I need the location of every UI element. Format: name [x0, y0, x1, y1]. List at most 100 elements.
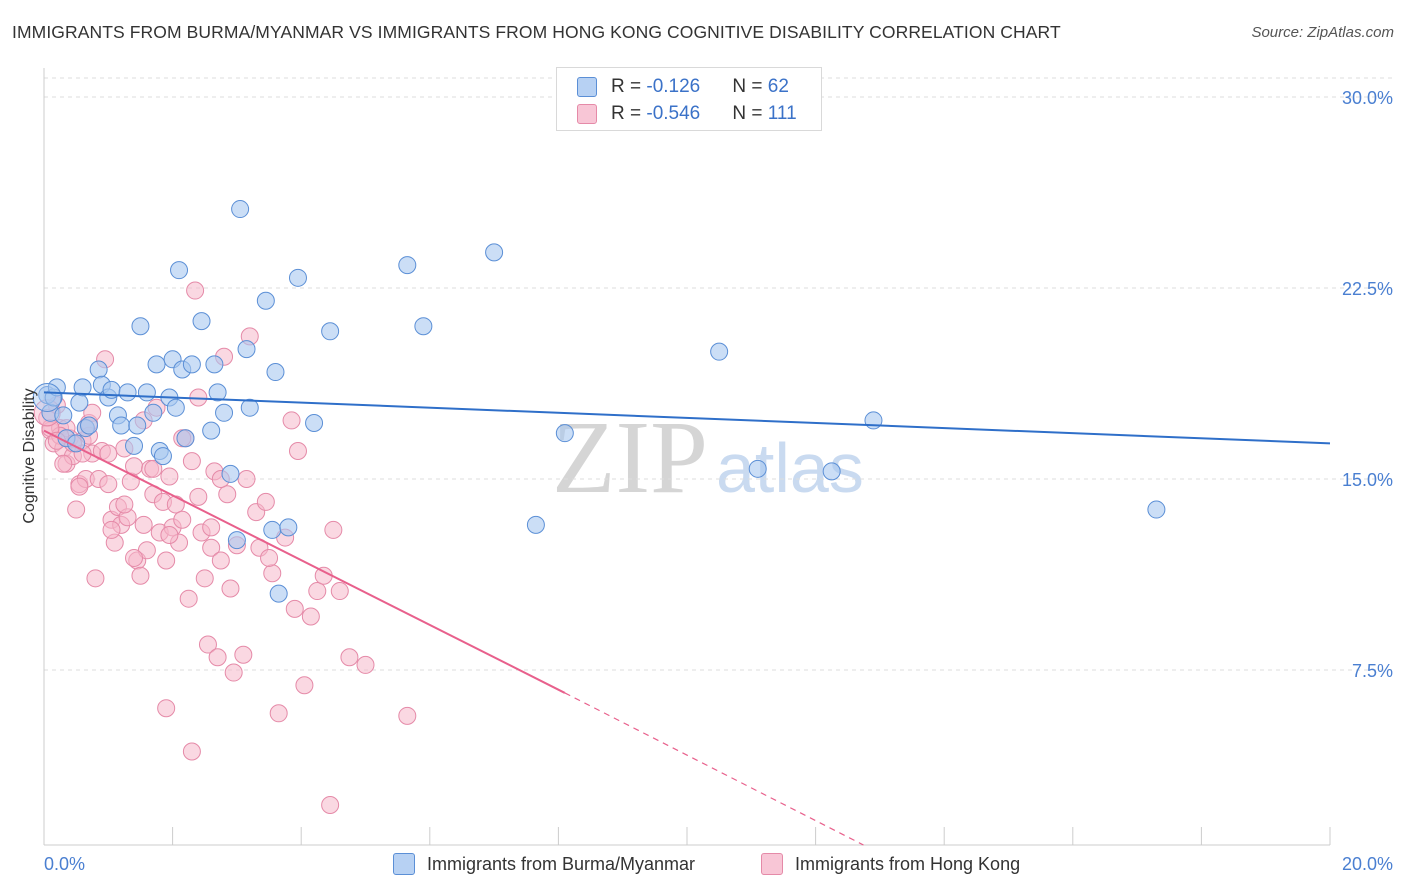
- burma-point-58: [822, 462, 841, 481]
- hongkong-point-74: [314, 566, 333, 585]
- burma-point-17: [118, 383, 137, 402]
- burma-point-23: [147, 355, 166, 374]
- burma-point-20: [131, 317, 150, 336]
- hongkong-point-86: [115, 495, 134, 514]
- hongkong-point-97: [202, 518, 221, 537]
- burma-point-34: [202, 421, 221, 440]
- hongkong-point-30: [134, 515, 153, 534]
- hongkong-point-82: [321, 795, 340, 814]
- hongkong-point-69: [282, 411, 301, 430]
- legend-burma-r-label: R =: [611, 76, 647, 97]
- hongkong-point-51: [202, 538, 221, 557]
- hongkong-point-99: [260, 548, 279, 567]
- burma-point-21: [137, 383, 156, 402]
- burma-point-56: [710, 342, 729, 361]
- hongkong-point-71: [295, 676, 314, 695]
- burma-point-48: [288, 268, 307, 287]
- burma-point-54: [526, 515, 545, 534]
- legend-burma-n-label: N =: [732, 76, 768, 97]
- burma-point-16: [112, 416, 131, 435]
- burma-point-8: [73, 378, 92, 397]
- burma-point-39: [227, 531, 246, 550]
- burma-point-19: [128, 416, 147, 435]
- burma-series: [32, 200, 1166, 603]
- burma-point-35: [205, 355, 224, 374]
- hongkong-trend-line: [43, 429, 566, 694]
- burma-point-cluster: [32, 383, 62, 413]
- burma-point-36: [208, 383, 227, 402]
- hongkong-point-80: [157, 699, 176, 718]
- hongkong-point-102: [102, 520, 121, 539]
- hongkong-point-56: [218, 485, 237, 504]
- burma-point-28: [166, 398, 185, 417]
- hongkong-point-65: [256, 492, 275, 511]
- legend-burma-n-value: 62: [767, 76, 789, 97]
- axes: [43, 68, 1331, 846]
- hongkong-point-46: [186, 281, 205, 300]
- hongkong-point-93: [125, 548, 144, 567]
- burma-point-41: [237, 340, 256, 359]
- burma-point-53: [485, 243, 504, 262]
- hongkong-point-49: [195, 569, 214, 588]
- hongkong-point-54: [211, 551, 230, 570]
- hongkong-point-26: [121, 472, 140, 491]
- hongkong-point-40: [166, 495, 185, 514]
- y-axis-label: Cognitive Disability: [21, 388, 38, 523]
- burma-point-43: [256, 291, 275, 310]
- hongkong-point-60: [234, 645, 253, 664]
- hongkong-point-67: [269, 704, 288, 723]
- bottom-hongkong-label: Immigrants from Hong Kong: [795, 853, 1021, 874]
- stats-legend: R = -0.126 N = 62 R = -0.546 N = 111: [556, 67, 822, 131]
- burma-point-44: [263, 520, 282, 539]
- hongkong-point-75: [324, 520, 343, 539]
- hongkong-point-19: [99, 475, 118, 494]
- burma-point-22: [144, 403, 163, 422]
- hongkong-point-44: [179, 589, 198, 608]
- burma-point-25: [153, 447, 172, 466]
- burma-point-46: [269, 584, 288, 603]
- bottom-burma-label: Immigrants from Burma/Myanmar: [427, 853, 696, 874]
- hongkong-point-29: [131, 566, 150, 585]
- hongkong-point-45: [182, 452, 201, 471]
- burma-point-4: [54, 406, 73, 425]
- legend-hk-n-value: 111: [767, 103, 797, 124]
- burma-point-31: [176, 429, 195, 448]
- hongkong-point-79: [398, 706, 417, 725]
- hongkong-point-50: [198, 635, 217, 654]
- legend-burma-r-value: -0.126: [646, 76, 701, 97]
- burma-trend-line: [43, 391, 1331, 445]
- burma-point-7: [70, 393, 89, 412]
- burma-point-37: [215, 403, 234, 422]
- burma-point-60: [1147, 500, 1166, 519]
- trend-lines: [43, 391, 1331, 846]
- hongkong-swatch: [577, 104, 597, 124]
- hongkong-point-72: [301, 607, 320, 626]
- burma-point-49: [305, 413, 324, 432]
- hongkong-point-38: [160, 467, 179, 486]
- hongkong-point-70: [288, 441, 307, 460]
- y-tick-label-0: 7.5%: [1352, 661, 1393, 681]
- burma-point-47: [279, 518, 298, 537]
- hongkong-point-57: [221, 579, 240, 598]
- watermark-zip: ZIP: [552, 400, 708, 515]
- burma-point-40: [231, 200, 250, 219]
- tick-labels: 7.5% 15.0% 22.5% 30.0% 0.0% 20.0%: [44, 88, 1393, 874]
- legend-hk-r-value: -0.546: [646, 103, 701, 124]
- bottom-legend-hongkong: Immigrants from Hong Kong: [761, 850, 1020, 878]
- y-tick-label-1: 15.0%: [1342, 470, 1393, 490]
- hongkong-point-81: [182, 742, 201, 761]
- legend-hk-n-label: N =: [732, 103, 768, 124]
- burma-swatch: [577, 77, 597, 97]
- hongkong-point-83: [70, 477, 89, 496]
- burma-point-11: [89, 360, 108, 379]
- hongkong-point-104: [189, 487, 208, 506]
- source-attribution: Source: ZipAtlas.com: [1251, 24, 1394, 41]
- burma-point-57: [748, 459, 767, 478]
- x-tick-label-1: 20.0%: [1342, 854, 1393, 874]
- hongkong-point-103: [160, 526, 179, 545]
- burma-point-45: [266, 363, 285, 382]
- burma-point-42: [240, 398, 259, 417]
- bottom-legend-burma: Immigrants from Burma/Myanmar: [393, 850, 695, 878]
- burma-point-50: [321, 322, 340, 341]
